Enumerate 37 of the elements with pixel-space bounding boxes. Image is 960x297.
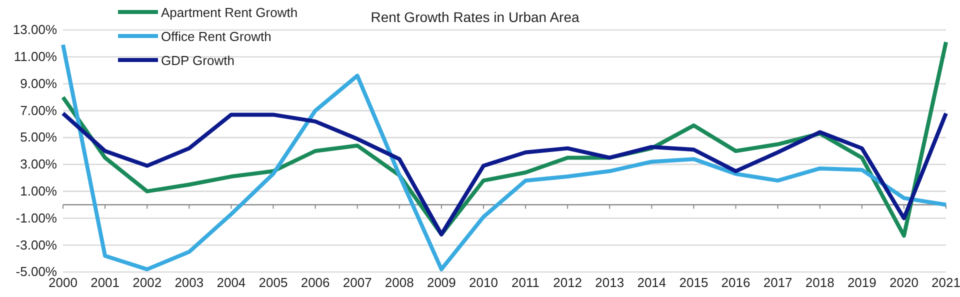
x-tick-label: 2013 [595,275,624,290]
x-tick-label: 2010 [469,275,498,290]
x-tick-label: 2003 [174,275,204,290]
x-tick-label: 2007 [342,275,372,290]
y-tick-label: 5.00% [20,130,58,145]
x-tick-label: 2001 [90,275,120,290]
x-tick-label: 2018 [805,275,834,290]
x-tick-label: 2012 [553,275,582,290]
y-tick-label: 11.00% [14,49,58,64]
x-tick-label: 2017 [763,275,792,290]
x-tick-label: 2019 [847,275,876,290]
legend-label: Apartment Rent Growth [161,5,298,20]
line-series [61,111,948,236]
x-tick-label: 2004 [216,275,246,290]
y-tick-label: 3.00% [20,156,58,172]
x-tick-label: 2008 [384,275,414,290]
y-tick-label: -3.00% [16,237,58,252]
x-tick-label: 2021 [932,275,960,290]
x-tick-label: 2009 [426,275,456,290]
y-tick-label: -1.00% [16,210,58,226]
y-tick-label: 1.00% [20,183,58,198]
x-tick-label: 2005 [258,275,288,290]
x-tick-label: 2014 [637,275,666,290]
x-tick-label: 2006 [300,275,330,290]
legend-label: GDP Growth [161,53,234,68]
x-tick-label: 2020 [889,275,918,290]
x-tick-label: 2002 [132,275,162,290]
y-tick-label: 13.00% [12,22,58,38]
x-tick-label: 2016 [721,275,750,290]
line-series [61,42,948,272]
x-tick-label: 2000 [48,275,78,290]
y-tick-label: 9.00% [20,76,58,91]
y-tick-label: 7.00% [20,102,58,118]
legend-label: Office Rent Growth [161,29,272,44]
chart-title: Rent Growth Rates in Urban Area [370,9,580,25]
x-tick-label: 2015 [679,275,708,290]
x-tick-label: 2011 [512,275,540,290]
